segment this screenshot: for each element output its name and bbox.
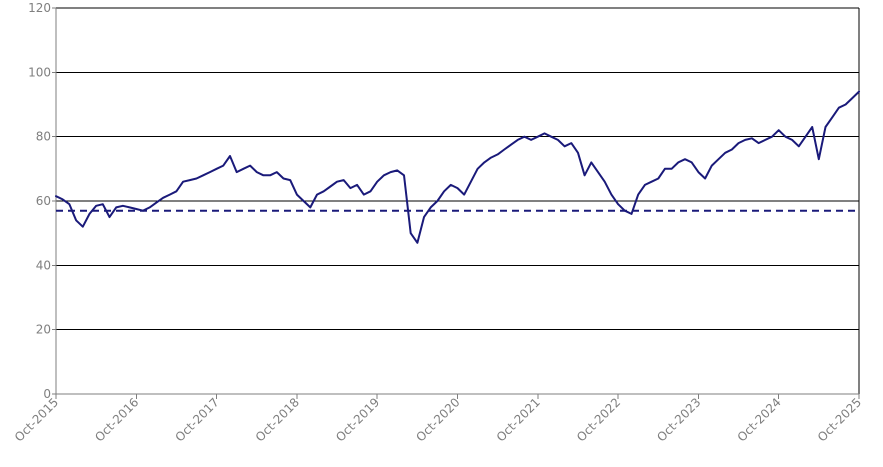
series-line xyxy=(55,90,860,244)
y-tick-label: 20 xyxy=(36,323,51,337)
y-tick-label: 40 xyxy=(36,258,51,272)
x-tick-label: Oct-2017 xyxy=(172,395,221,444)
y-tick-label: 60 xyxy=(36,194,51,208)
y-tick-labels: 0 20 40 60 80 100 120 xyxy=(28,1,51,401)
y-tick-label: 0 xyxy=(43,387,51,401)
x-tick-label: Oct-2019 xyxy=(333,395,382,444)
x-tick-label: Oct-2018 xyxy=(253,395,302,444)
x-tick-label: Oct-2020 xyxy=(413,395,462,444)
y-tick-label: 100 xyxy=(28,65,51,79)
x-tick-label: Oct-2016 xyxy=(92,395,141,444)
series-group xyxy=(55,90,860,244)
x-tick-label: Oct-2015 xyxy=(12,395,61,444)
gridlines xyxy=(56,7,859,395)
x-tick-labels: Oct-2015 Oct-2016 Oct-2017 Oct-2018 Oct-2019… xyxy=(12,395,864,444)
axes xyxy=(52,7,860,399)
x-tick-label: Oct-2021 xyxy=(494,395,543,444)
x-tick-label: Oct-2024 xyxy=(735,395,784,444)
y-tick-label: 120 xyxy=(28,1,51,15)
y-tick-label: 80 xyxy=(36,130,51,144)
x-tick-label: Oct-2022 xyxy=(574,395,623,444)
x-tick-label: Oct-2023 xyxy=(654,395,703,444)
x-tick-label: Oct-2025 xyxy=(815,395,864,444)
